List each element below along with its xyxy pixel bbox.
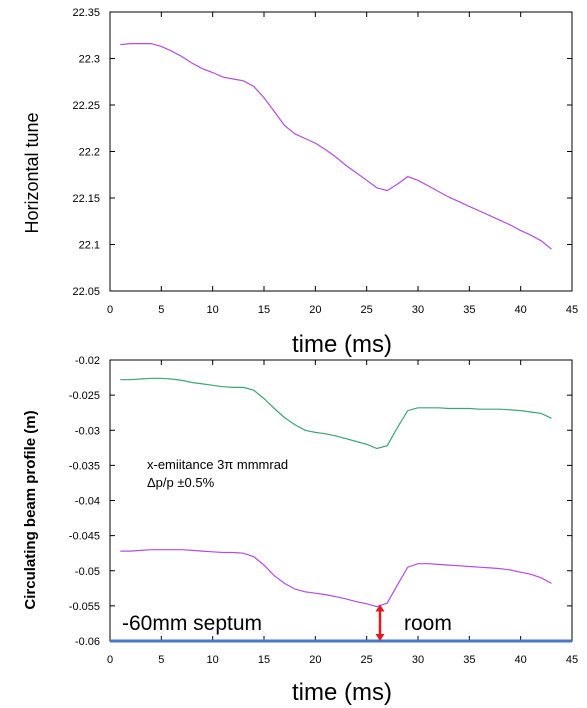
tune-x-tick-label: 25: [361, 304, 373, 316]
tune-panel: 22.05 22.1 22.15 22.2 22.25 22.3 22.35 0 5 10 15 2…: [22, 7, 578, 358]
beam-x-ticks: 0 5 10 15 20 25 30 35 40 45: [107, 360, 578, 666]
tune-y-tick-label: 22.3: [79, 54, 100, 66]
beam-y-tick-label: -0.03: [75, 425, 100, 437]
tune-series: [120, 42, 552, 250]
beam-x-axis-label: time (ms): [292, 679, 392, 706]
beam-x-tick-label: 10: [207, 654, 219, 666]
beam-x-tick-label: 25: [361, 654, 373, 666]
emittance-annotation: x-emiitance 3π mmmrad: [147, 457, 288, 472]
beam-y-tick-label: -0.045: [69, 531, 100, 543]
beam-profile-panel: -0.02 -0.025 -0.03 -0.035 -0.04 -0.045 -0.05 -0…: [22, 355, 578, 706]
tune-x-tick-label: 20: [309, 304, 321, 316]
tune-y-tick-label: 22.2: [79, 147, 100, 159]
tune-x-axis-label: time (ms): [292, 331, 392, 358]
tune-y-tick-label: 22.35: [72, 7, 100, 19]
septum-label: -60mm septum: [122, 612, 262, 635]
tune-x-tick-label: 40: [515, 304, 527, 316]
tune-y-tick-label: 22.15: [72, 193, 100, 205]
room-arrow-head-bottom: [375, 634, 385, 641]
momentum-annotation: Δp/p ±0.5%: [147, 475, 215, 490]
tune-x-tick-label: 10: [207, 304, 219, 316]
beam-series-line-0: [120, 377, 552, 450]
beam-x-tick-label: 0: [107, 654, 113, 666]
beam-x-tick-label: 35: [463, 654, 475, 666]
room-arrow-head-top: [375, 604, 385, 612]
beam-plot-frame: [109, 359, 573, 642]
beam-y-tick-label: -0.02: [75, 355, 100, 367]
beam-x-tick-label: 30: [412, 654, 424, 666]
tune-x-tick-label: 15: [258, 304, 270, 316]
beam-y-tick-label: -0.025: [69, 390, 100, 402]
beam-x-tick-label: 20: [309, 654, 321, 666]
room-label: room: [404, 612, 452, 635]
beam-x-tick-label: 5: [158, 654, 164, 666]
beam-series: [120, 377, 552, 608]
beam-extras: [110, 604, 572, 643]
tune-x-tick-label: 30: [412, 304, 424, 316]
beam-y-tick-label: -0.05: [75, 566, 100, 578]
beam-series-line-1: [120, 549, 552, 608]
tune-plot-frame: [109, 11, 573, 292]
beam-y-tick-label: -0.04: [75, 496, 100, 508]
tune-series-line-0: [120, 42, 552, 250]
beam-x-tick-label: 40: [515, 654, 527, 666]
beam-x-tick-label: 15: [258, 654, 270, 666]
tune-x-tick-label: 5: [158, 304, 164, 316]
tune-x-tick-label: 0: [107, 304, 113, 316]
tune-x-tick-label: 45: [566, 304, 578, 316]
tune-x-tick-label: 35: [463, 304, 475, 316]
tune-y-tick-label: 22.05: [72, 286, 100, 298]
tune-y-axis-label: Horizontal tune: [22, 112, 42, 233]
beam-y-tick-label: -0.035: [69, 460, 100, 472]
beam-y-axis-label: Circulating beam profile (m): [22, 410, 39, 609]
tune-y-ticks: 22.05 22.1 22.15 22.2 22.25 22.3 22.35: [72, 7, 572, 298]
tune-y-tick-label: 22.25: [72, 100, 100, 112]
tune-y-tick-label: 22.1: [79, 240, 100, 252]
beam-y-tick-label: -0.055: [69, 601, 100, 613]
tune-x-ticks: 0 5 10 15 20 25 30 35 40 45: [107, 12, 578, 316]
beam-y-ticks: -0.02 -0.025 -0.03 -0.035 -0.04 -0.045 -0.05 -0…: [69, 355, 572, 648]
beam-y-tick-label: -0.06: [75, 636, 100, 648]
beam-x-tick-label: 45: [566, 654, 578, 666]
